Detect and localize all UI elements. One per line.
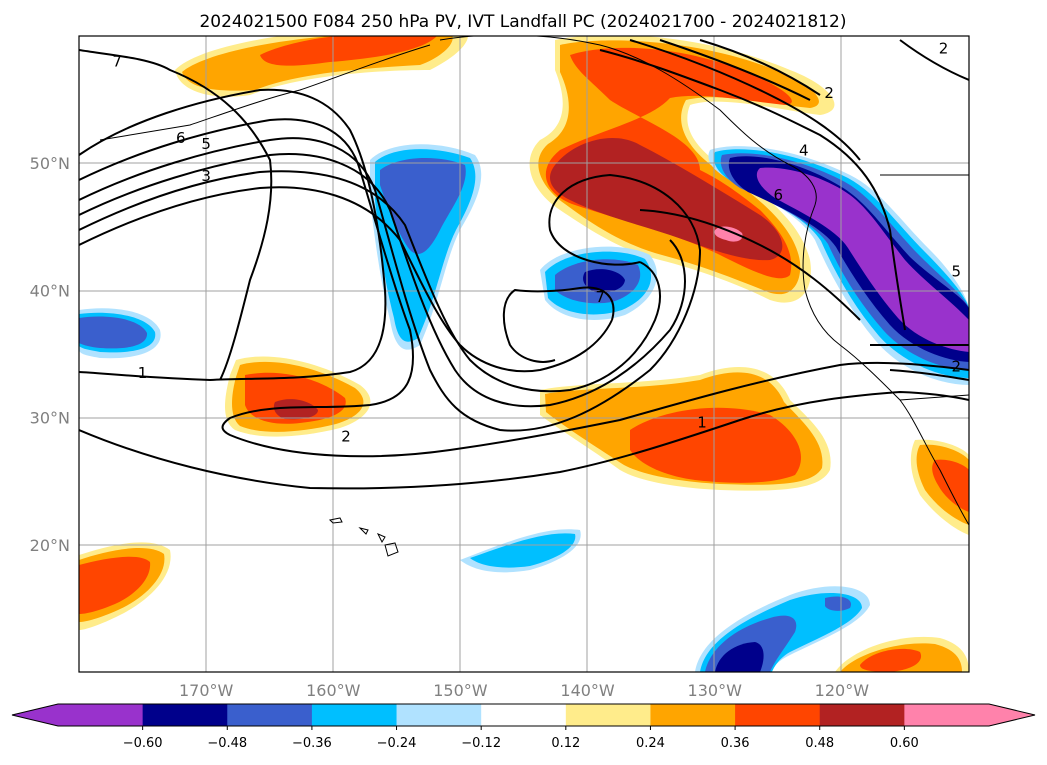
pv-contour-label: 6	[774, 186, 784, 204]
positive-anomaly-southeast	[835, 636, 969, 672]
colorbar-tick-label: −0.48	[207, 736, 247, 751]
pv-contour	[79, 186, 613, 373]
pv-contour-2-north	[659, 39, 811, 101]
pv-contour	[639, 209, 861, 321]
map-frame	[78, 35, 970, 673]
longitude-label: 130°W	[688, 681, 743, 700]
colorbar-tick-label: 0.60	[890, 736, 919, 751]
colorbar-segment	[311, 704, 398, 726]
pv-contour-2-south	[79, 390, 969, 490]
latitude-label: 40°N	[30, 281, 70, 300]
negative-anomaly-central	[370, 144, 482, 350]
colorbar-tick-label: −0.36	[292, 736, 332, 751]
colorbar-tick-label: −0.24	[377, 736, 417, 751]
colorbar-tick-label: −0.12	[461, 736, 501, 751]
colorbar-outline	[11, 703, 1036, 727]
longitude-label: 120°W	[815, 681, 870, 700]
longitude-label: 150°W	[433, 681, 488, 700]
pv-contours	[79, 39, 969, 490]
pv-contour-label: 1	[697, 414, 707, 432]
pv-contour	[79, 88, 387, 382]
pv-contour-label: 2	[341, 428, 351, 446]
pv-contour-label: 2	[824, 84, 834, 102]
map-title: 2024021500 F084 250 hPa PV, IVT Landfall…	[199, 12, 846, 32]
colorbar-extend-high	[989, 704, 1035, 726]
pv-contour-label: 2	[939, 40, 949, 58]
colorbar-tick-label: 0.12	[551, 736, 580, 751]
pv-contour-label: 3	[201, 167, 211, 185]
pv-contour	[79, 49, 273, 381]
latitude-label: 50°N	[30, 154, 70, 173]
longitude-label: 160°W	[306, 681, 361, 700]
pv-contour	[889, 369, 969, 381]
colorbar-segment	[565, 704, 651, 726]
negative-anomaly-west	[79, 308, 161, 359]
pv-contour-2-corner	[899, 39, 969, 81]
border-us-mexico	[899, 394, 969, 401]
colorbar-segment	[819, 704, 905, 726]
pv-contour-label: 5	[201, 135, 211, 153]
colorbar-segment	[904, 704, 990, 726]
pv-contour-label: 5	[952, 262, 962, 280]
pv-contour-ridge	[599, 49, 906, 331]
colorbar-tick-label: 0.36	[721, 736, 750, 751]
pv-contour-label: 4	[799, 141, 809, 159]
colorbar: −0.60 −0.48 −0.36 −0.24 −0.12 0.12 0.24 0.36 0.4…	[11, 703, 1036, 751]
colorbar-segment	[735, 704, 821, 726]
latitude-label: 20°N	[30, 536, 70, 555]
hawaii-islands	[328, 517, 399, 557]
positive-anomaly-north	[175, 36, 469, 97]
longitude-label: 170°W	[179, 681, 234, 700]
gridlines	[79, 36, 969, 672]
negative-anomaly-hawaii	[460, 529, 581, 573]
colorbar-segment	[650, 704, 736, 726]
pv-contour-label: 2	[952, 358, 962, 376]
colorbar-tick-label: −0.60	[123, 736, 163, 751]
negative-anomaly-south	[695, 586, 870, 672]
longitude-labels: 170°W 160°W 150°W 140°W 130°W 120°W	[179, 681, 869, 700]
pv-contour-label: 7	[112, 52, 122, 70]
pv-contour	[629, 39, 861, 161]
pv-contour-7-low	[502, 286, 615, 363]
pv-contour	[79, 137, 702, 432]
pv-contour-label: 6	[176, 129, 186, 147]
colorbar-segment	[396, 704, 482, 726]
west-coast-coastline	[802, 204, 969, 526]
colorbar-segment	[58, 704, 144, 726]
pv-contour	[79, 170, 661, 393]
positive-anomaly-southwest	[79, 542, 171, 630]
longitude-label: 140°W	[560, 681, 615, 700]
latitude-label: 30°N	[30, 409, 70, 428]
colorbar-segment	[227, 704, 313, 726]
pv-contour	[699, 39, 821, 96]
pv-contour	[79, 153, 686, 408]
colorbar-tick-label: 0.24	[636, 736, 665, 751]
colorbar-extend-low	[12, 704, 58, 726]
colorbar-segment	[481, 704, 567, 726]
pv-contour-label: 1	[138, 364, 148, 382]
aleutian-coastline	[99, 44, 431, 141]
pv-contour-label: 7	[596, 288, 606, 306]
latitude-labels: 20°N 30°N 40°N 50°N	[30, 154, 70, 555]
colorbar-tick-label: 0.48	[805, 736, 834, 751]
pv-contour-1	[79, 118, 969, 458]
colorbar-segment	[142, 704, 228, 726]
